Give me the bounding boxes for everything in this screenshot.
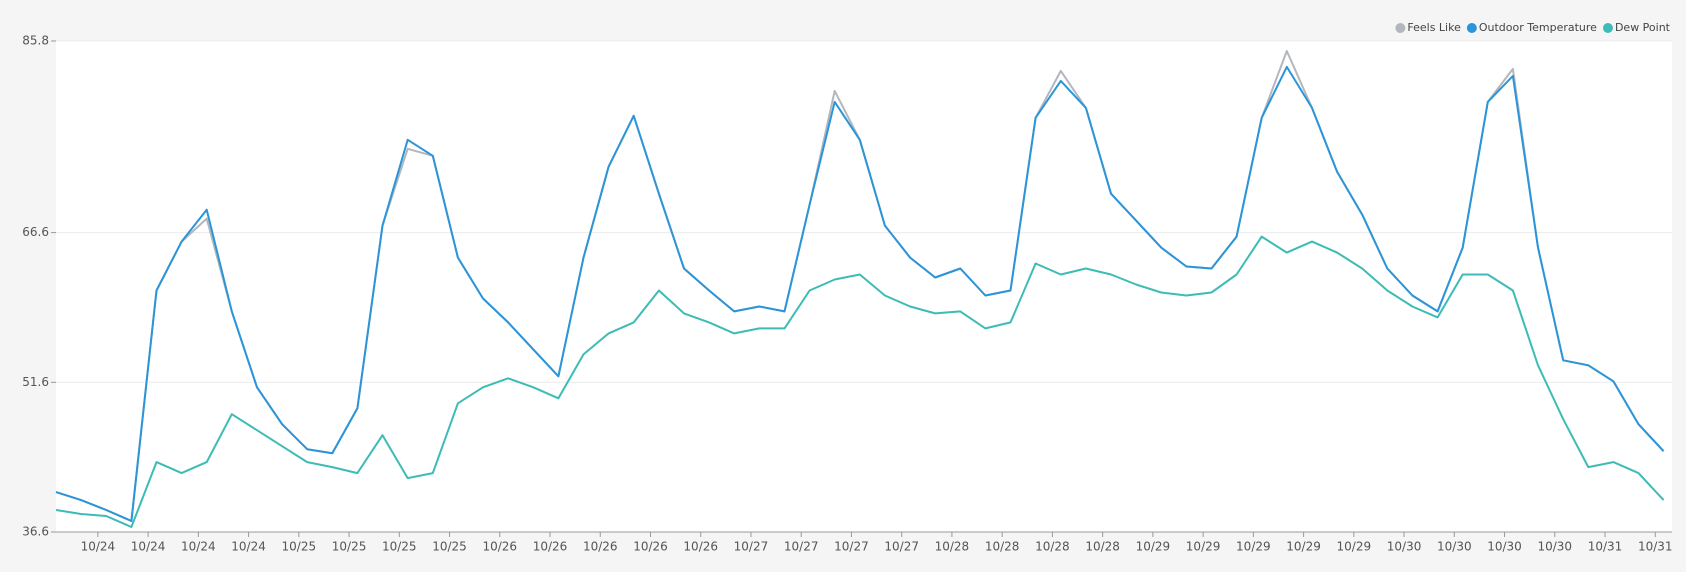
legend-label: Feels Like	[1407, 21, 1461, 34]
y-tick-label: 66.6	[22, 225, 49, 239]
x-tick-label: 10/24	[181, 540, 216, 554]
x-tick-label: 10/28	[985, 540, 1020, 554]
x-tick-label: 10/30	[1537, 540, 1572, 554]
x-tick-label: 10/28	[935, 540, 970, 554]
x-tick-label: 10/30	[1387, 540, 1422, 554]
x-tick-label: 10/28	[1085, 540, 1120, 554]
x-tick-label: 10/26	[683, 540, 718, 554]
x-tick-label: 10/26	[583, 540, 618, 554]
x-tick-label: 10/29	[1286, 540, 1321, 554]
series-line	[55, 235, 1665, 528]
x-tick-label: 10/24	[81, 540, 116, 554]
x-tick-label: 10/25	[432, 540, 467, 554]
x-tick-label: 10/28	[1035, 540, 1070, 554]
x-tick-label: 10/27	[734, 540, 769, 554]
x-tick-label: 10/24	[231, 540, 266, 554]
x-tick-label: 10/24	[131, 540, 166, 554]
x-tick-label: 10/29	[1186, 540, 1221, 554]
x-tick-label: 10/25	[382, 540, 417, 554]
x-tick-label: 10/25	[282, 540, 317, 554]
legend-marker	[1395, 23, 1406, 33]
y-tick-label: 85.8	[22, 34, 49, 48]
series-line	[55, 65, 1665, 522]
y-tick-label: 36.6	[22, 525, 49, 539]
x-tick-label: 10/29	[1337, 540, 1372, 554]
x-tick-label: 10/29	[1236, 540, 1271, 554]
legend-label: Dew Point	[1615, 21, 1671, 34]
x-tick-label: 10/31	[1588, 540, 1623, 554]
x-tick-label: 10/25	[332, 540, 367, 554]
legend-marker	[1602, 23, 1613, 33]
legend-label: Outdoor Temperature	[1479, 21, 1597, 34]
x-tick-label: 10/27	[834, 540, 869, 554]
x-tick-label: 10/27	[784, 540, 819, 554]
y-tick-label: 51.6	[22, 375, 49, 389]
x-tick-label: 10/29	[1136, 540, 1171, 554]
x-tick-label: 10/27	[884, 540, 919, 554]
x-tick-label: 10/26	[633, 540, 668, 554]
legend-marker	[1466, 23, 1477, 33]
x-tick-label: 10/30	[1487, 540, 1522, 554]
x-tick-label: 10/26	[533, 540, 568, 554]
plot-area	[56, 41, 1672, 532]
legend: Dew Point Outdoor Temperature Feels Like	[1395, 21, 1671, 34]
x-tick-label: 10/26	[482, 540, 517, 554]
x-tick-label: 10/31	[1638, 540, 1673, 554]
x-tick-label: 10/30	[1437, 540, 1472, 554]
